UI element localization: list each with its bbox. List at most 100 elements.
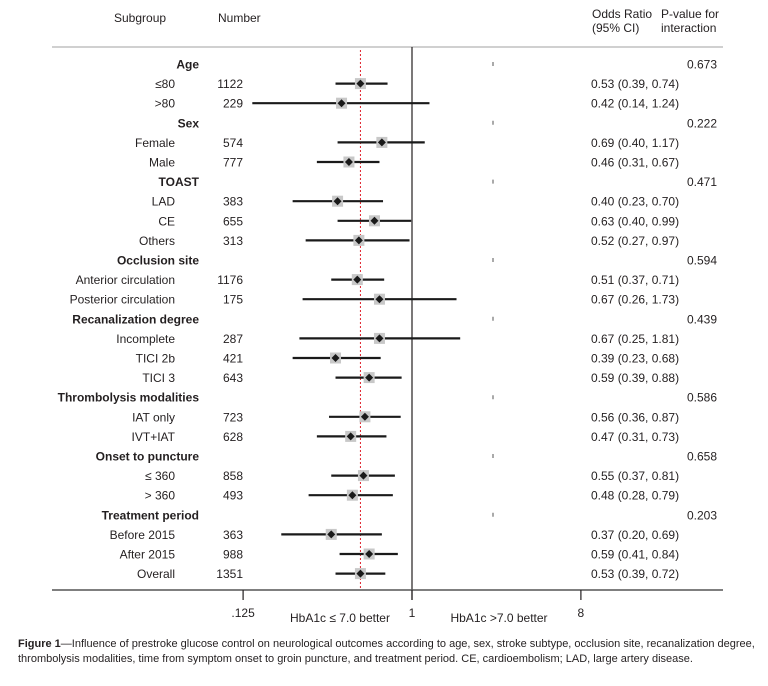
p-value: 0.673 bbox=[687, 58, 717, 72]
sample-size: 175 bbox=[223, 293, 243, 307]
subgroup-row: Others 313 0.52 (0.27, 0.97) bbox=[139, 234, 679, 248]
group-row: Occlusion site 0.594 bbox=[117, 254, 717, 268]
subgroup-row: > 360 493 0.48 (0.28, 0.79) bbox=[145, 489, 679, 503]
header-subgroup: Subgroup bbox=[114, 11, 167, 25]
odds-ratio-text: 0.39 (0.23, 0.68) bbox=[591, 352, 679, 366]
odds-ratio-text: 0.46 (0.31, 0.67) bbox=[591, 156, 679, 170]
subgroup-row: IAT only 723 0.56 (0.36, 0.87) bbox=[132, 410, 679, 424]
sample-size: 574 bbox=[223, 136, 243, 150]
sample-size: 493 bbox=[223, 489, 243, 503]
subgroup-row: Anterior circulation 1176 0.51 (0.37, 0.71… bbox=[76, 273, 679, 287]
group-label: Treatment period bbox=[102, 508, 199, 522]
group-label: TOAST bbox=[159, 175, 200, 189]
subgroup-row: Overall 1351 0.53 (0.39, 0.72) bbox=[137, 567, 679, 581]
subgroup-label: Female bbox=[135, 136, 175, 150]
group-label: Age bbox=[176, 58, 199, 72]
point-estimate-marker bbox=[354, 236, 363, 245]
caption-text: —Influence of prestroke glucose control … bbox=[18, 638, 755, 665]
odds-ratio-text: 0.48 (0.28, 0.79) bbox=[591, 489, 679, 503]
x-axis: .125 1 8 HbA1c ≤ 7.0 better HbA1c >7.0 bette… bbox=[52, 589, 723, 625]
subgroup-label: Overall bbox=[137, 567, 175, 581]
plot-rows: Age 0.673 ≤80 1122 0.53 (0.39, 0.74) >80 229 0.… bbox=[58, 58, 718, 582]
sample-size: 383 bbox=[223, 195, 243, 209]
odds-ratio-text: 0.37 (0.20, 0.69) bbox=[591, 528, 679, 542]
subgroup-label: TICI 3 bbox=[142, 371, 175, 385]
subgroup-label: LAD bbox=[152, 195, 176, 209]
subgroup-row: IVT+IAT 628 0.47 (0.31, 0.73) bbox=[132, 430, 680, 444]
sample-size: 988 bbox=[223, 548, 243, 562]
header-p-value-line2: interaction bbox=[661, 21, 717, 35]
point-estimate-marker bbox=[375, 295, 384, 304]
header-odds-ratio-line2: (95% CI) bbox=[592, 21, 640, 35]
odds-ratio-text: 0.63 (0.40, 0.99) bbox=[591, 214, 679, 228]
sample-size: 421 bbox=[223, 352, 243, 366]
odds-ratio-text: 0.59 (0.41, 0.84) bbox=[591, 548, 679, 562]
point-estimate-marker bbox=[356, 79, 365, 88]
caption-label: Figure 1 bbox=[18, 638, 61, 650]
sample-size: 313 bbox=[223, 234, 243, 248]
x-tick-label: 8 bbox=[578, 606, 585, 620]
group-row: TOAST 0.471 bbox=[159, 175, 718, 189]
plot-frame bbox=[52, 46, 723, 600]
odds-ratio-text: 0.67 (0.25, 1.81) bbox=[591, 332, 679, 346]
point-estimate-marker bbox=[359, 471, 368, 480]
subgroup-row: Before 2015 363 0.37 (0.20, 0.69) bbox=[110, 528, 679, 542]
subgroup-label: After 2015 bbox=[120, 548, 176, 562]
forest-plot: Age 0.673 ≤80 1122 0.53 (0.39, 0.74) >80 229 0.… bbox=[52, 46, 723, 625]
x-tick-label: .125 bbox=[231, 606, 255, 620]
sample-size: 1122 bbox=[217, 77, 243, 91]
odds-ratio-text: 0.52 (0.27, 0.97) bbox=[591, 234, 679, 248]
header-odds-ratio: Odds Ratio (95% CI) bbox=[592, 7, 652, 35]
odds-ratio-text: 0.53 (0.39, 0.72) bbox=[591, 567, 679, 581]
subgroup-row: Posterior circulation 175 0.67 (0.26, 1.73… bbox=[70, 293, 679, 307]
subgroup-row: Female 574 0.69 (0.40, 1.17) bbox=[135, 136, 679, 150]
odds-ratio-text: 0.53 (0.39, 0.74) bbox=[591, 77, 679, 91]
subgroup-label: Incomplete bbox=[116, 332, 175, 346]
subgroup-label: > 360 bbox=[145, 489, 176, 503]
point-estimate-marker bbox=[370, 216, 379, 225]
group-label: Thrombolysis modalities bbox=[58, 391, 200, 405]
point-estimate-marker bbox=[337, 99, 346, 108]
sample-size: 723 bbox=[223, 410, 243, 424]
subgroup-row: LAD 383 0.40 (0.23, 0.70) bbox=[152, 195, 679, 209]
x-tick-label: 1 bbox=[409, 606, 416, 620]
odds-ratio-text: 0.42 (0.14, 1.24) bbox=[591, 97, 679, 111]
odds-ratio-text: 0.59 (0.39, 0.88) bbox=[591, 371, 679, 385]
subgroup-label: ≤ 360 bbox=[145, 469, 175, 483]
subgroup-label: Before 2015 bbox=[110, 528, 176, 542]
sample-size: 363 bbox=[223, 528, 243, 542]
subgroup-label: Others bbox=[139, 234, 175, 248]
point-estimate-marker bbox=[344, 158, 353, 166]
header-odds-ratio-line1: Odds Ratio bbox=[592, 7, 653, 21]
subgroup-label: ≤80 bbox=[155, 77, 175, 91]
subgroup-label: >80 bbox=[155, 97, 176, 111]
p-value: 0.594 bbox=[687, 254, 717, 268]
sample-size: 1351 bbox=[216, 567, 243, 581]
group-row: Recanalization degree 0.439 bbox=[72, 312, 717, 326]
header-p-value: P-value for interaction bbox=[661, 7, 719, 35]
point-estimate-marker bbox=[333, 197, 342, 206]
subgroup-row: CE 655 0.63 (0.40, 0.99) bbox=[158, 214, 679, 228]
sample-size: 858 bbox=[223, 469, 243, 483]
subgroup-row: ≤ 360 858 0.55 (0.37, 0.81) bbox=[145, 469, 679, 483]
group-label: Onset to puncture bbox=[96, 450, 200, 464]
point-estimate-marker bbox=[348, 491, 357, 500]
group-label: Recanalization degree bbox=[72, 312, 199, 326]
subgroup-row: TICI 3 643 0.59 (0.39, 0.88) bbox=[142, 371, 679, 385]
point-estimate-marker bbox=[346, 432, 355, 441]
point-estimate-marker bbox=[331, 354, 340, 362]
odds-ratio-text: 0.69 (0.40, 1.17) bbox=[591, 136, 679, 150]
subgroup-label: IVT+IAT bbox=[132, 430, 176, 444]
odds-ratio-text: 0.55 (0.37, 0.81) bbox=[591, 469, 679, 483]
group-row: Onset to puncture 0.658 bbox=[96, 450, 718, 464]
odds-ratio-text: 0.47 (0.31, 0.73) bbox=[591, 430, 679, 444]
point-estimate-marker bbox=[365, 373, 374, 382]
subgroup-row: TICI 2b 421 0.39 (0.23, 0.68) bbox=[136, 352, 679, 366]
point-estimate-marker bbox=[353, 275, 362, 284]
p-value: 0.586 bbox=[687, 391, 717, 405]
sample-size: 628 bbox=[223, 430, 243, 444]
subgroup-row: After 2015 988 0.59 (0.41, 0.84) bbox=[120, 548, 679, 562]
subgroup-row: ≤80 1122 0.53 (0.39, 0.74) bbox=[155, 77, 679, 91]
odds-ratio-text: 0.56 (0.36, 0.87) bbox=[591, 410, 679, 424]
group-label: Occlusion site bbox=[117, 254, 199, 268]
